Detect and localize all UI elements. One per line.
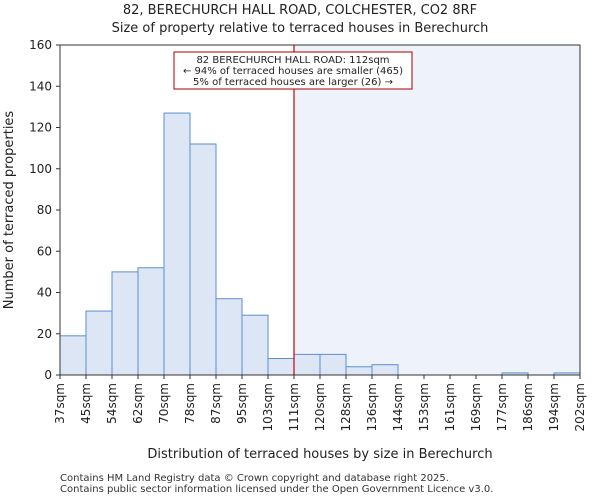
attribution-footer: Contains HM Land Registry data © Crown c…: [60, 473, 493, 495]
y-tick-label: 20: [37, 327, 52, 341]
x-tick-label: 70sqm: [157, 383, 171, 424]
histogram-bar: [163, 112, 191, 376]
histogram-bar: [85, 310, 113, 376]
chart-title: 82, BERECHURCH HALL ROAD, COLCHESTER, CO…: [122, 3, 478, 18]
histogram-bar: [111, 271, 139, 376]
y-tick-label: 80: [37, 203, 52, 217]
x-tick-label: 194sqm: [547, 383, 561, 431]
x-tick-label: 45sqm: [79, 383, 93, 424]
histogram-bar: [267, 358, 295, 376]
x-tick-label: 144sqm: [391, 383, 405, 431]
x-tick-label: 103sqm: [261, 383, 275, 431]
x-tick-label: 169sqm: [469, 383, 483, 431]
y-tick-label: 120: [29, 121, 52, 135]
histogram-bar: [189, 143, 217, 376]
y-tick-label: 60: [37, 244, 52, 258]
x-tick-label: 78sqm: [183, 383, 197, 424]
annotation-line-3: 5% of terraced houses are larger (26) →: [193, 77, 393, 88]
histogram-bar: [59, 335, 87, 376]
x-tick-label: 161sqm: [443, 383, 457, 431]
y-tick-label: 100: [29, 162, 52, 176]
x-tick-label: 128sqm: [339, 383, 353, 431]
y-tick-label: 140: [29, 79, 52, 93]
histogram-bar: [371, 364, 399, 376]
x-tick-label: 54sqm: [105, 383, 119, 424]
y-tick-label: 40: [37, 286, 52, 300]
y-tick-label: 0: [44, 368, 52, 382]
x-tick-label: 37sqm: [53, 383, 67, 424]
x-tick-label: 62sqm: [131, 383, 145, 424]
larger-properties-region: [294, 45, 580, 375]
histogram-bar: [319, 353, 347, 376]
y-axis-label: Number of terraced properties: [2, 111, 17, 310]
histogram-bar: [345, 366, 373, 376]
annotation-box: [173, 51, 413, 90]
x-tick-label: 111sqm: [287, 383, 301, 431]
annotation-line-2: ← 94% of terraced houses are smaller (46…: [183, 66, 403, 77]
x-axis-label: Distribution of terraced houses by size …: [147, 447, 492, 462]
y-tick-label: 160: [29, 38, 52, 52]
histogram-bar: [241, 314, 269, 376]
x-tick-label: 202sqm: [573, 383, 587, 431]
x-tick-label: 136sqm: [365, 383, 379, 431]
chart-title-block: 82, BERECHURCH HALL ROAD, COLCHESTER, CO…: [0, 2, 600, 38]
x-tick-label: 153sqm: [417, 383, 431, 431]
attribution-line-2: Contains public sector information licen…: [60, 484, 494, 495]
x-tick-label: 87sqm: [209, 383, 223, 424]
histogram-bar: [293, 353, 321, 376]
x-tick-label: 120sqm: [313, 383, 327, 431]
x-tick-label: 186sqm: [521, 383, 535, 431]
attribution-line-1: Contains HM Land Registry data © Crown c…: [60, 473, 449, 484]
histogram-bar: [137, 267, 165, 376]
annotation-line-1: 82 BERECHURCH HALL ROAD: 112sqm: [196, 55, 389, 66]
chart-subtitle: Size of property relative to terraced ho…: [111, 21, 489, 36]
x-tick-label: 95sqm: [235, 383, 249, 424]
histogram-bar: [215, 298, 243, 376]
x-tick-label: 177sqm: [495, 383, 509, 431]
